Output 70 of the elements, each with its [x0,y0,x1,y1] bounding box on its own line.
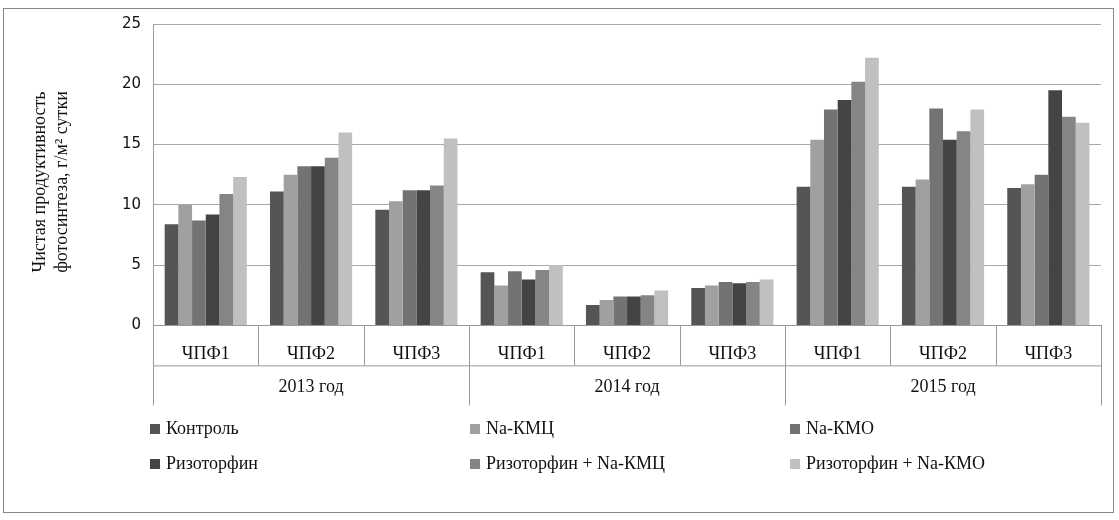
bar [192,220,206,325]
bar [654,290,669,325]
legend-label: Ризоторфин + Na-КМО [806,453,986,474]
x-tick-label: ЧПФ2 [919,342,967,363]
bar [1062,116,1076,325]
y-tick-label: 5 [131,255,142,274]
bar [1007,187,1021,325]
legend-label: Na-КМЦ [486,418,554,439]
bar [205,214,220,325]
bar [732,283,747,325]
bar [480,272,495,325]
bar [1048,90,1063,325]
bar [443,138,458,325]
bar [430,185,444,325]
x-tick-label: ЧПФ1 [181,342,230,363]
text: 2013 год [278,376,344,397]
legend-label: Ризоторфин [166,453,258,474]
bar [718,282,733,325]
bar [549,265,563,325]
bar [796,186,811,325]
bar [627,296,641,325]
x-tick-label: ЧПФ2 [603,342,651,363]
bar [297,166,312,325]
bar [929,108,944,325]
bar [164,224,179,325]
bar [311,166,325,325]
y-tick-label: 15 [121,134,142,153]
bar [837,99,852,325]
bar [585,304,600,325]
x-tick-label: ЧПФ1 [497,342,546,363]
bar [416,190,431,325]
bar [508,271,522,325]
y-axis-title: Чистая продуктивность фотосинтеза, г/м² сутки [28,90,72,275]
bar [943,139,957,325]
bar [521,279,536,325]
bar [535,269,550,325]
bar [1075,122,1090,325]
legend-label: Na-КМО [806,418,874,439]
text: 2014 год [594,376,660,397]
bar [746,282,760,325]
x-tick-label: ЧПФ2 [287,342,336,363]
bar [970,109,985,325]
x-tick-label: ЧПФ3 [392,342,441,363]
bar [402,190,417,325]
x-tick-label: ЧПФ3 [708,342,757,363]
legend-label: Ризоторфин + Na-КМЦ [486,453,666,474]
bar [865,57,879,325]
bar [613,296,628,325]
bar [759,279,774,325]
bar [324,157,339,325]
y-tick-label: 20 [121,74,142,93]
bar [233,177,247,325]
bar [338,132,353,325]
bar [691,288,705,325]
bar [851,81,866,325]
bar [270,191,284,325]
bar [956,131,971,325]
x-tick-label: ЧПФ1 [813,342,862,363]
y-tick-label: 0 [131,315,142,334]
bar [824,109,838,325]
text: 2015 год [910,376,976,397]
legend-label: Контроль [166,418,239,439]
bar [1034,174,1049,325]
bar [375,209,390,325]
x-tick-label: ЧПФ3 [1024,342,1073,363]
y-tick-label: 25 [121,13,142,32]
bar [640,295,655,325]
bar [219,193,234,325]
y-tick-label: 10 [121,194,142,213]
bar [901,186,916,325]
